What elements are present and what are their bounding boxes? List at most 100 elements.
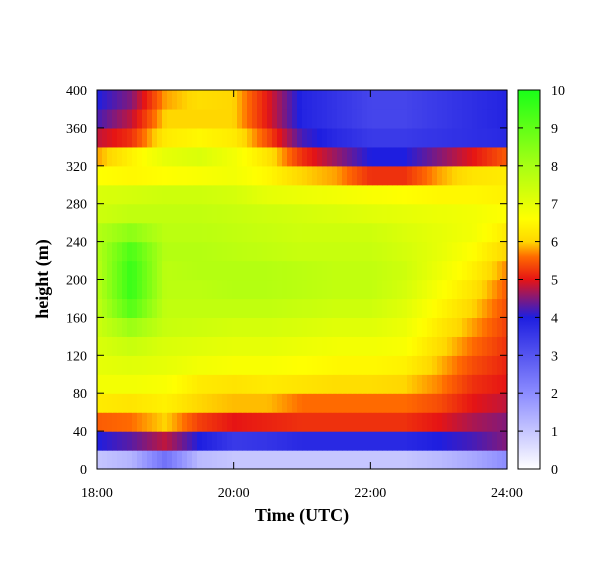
heatmap-cell	[502, 336, 508, 356]
heatmap-cell	[277, 222, 283, 243]
heatmap-cell	[462, 146, 468, 167]
heatmap-cell	[272, 260, 278, 281]
heatmap-cell	[407, 241, 413, 262]
heatmap-cell	[107, 279, 113, 300]
heatmap-cell	[312, 203, 318, 224]
heatmap-cell	[182, 127, 188, 148]
heatmap-cell	[302, 184, 308, 205]
heatmap-cell	[357, 279, 363, 300]
heatmap-cell	[207, 431, 213, 451]
heatmap-cell	[117, 127, 123, 148]
colorbar-tick-label: 3	[551, 349, 558, 364]
heatmap-cell	[187, 241, 193, 262]
heatmap-cell	[427, 222, 433, 243]
heatmap-cell	[412, 393, 418, 413]
heatmap-cell	[502, 260, 508, 281]
heatmap-cell	[277, 165, 283, 186]
heatmap-cell	[277, 450, 283, 470]
heatmap-cell	[382, 241, 388, 262]
heatmap-cell	[317, 298, 323, 318]
heatmap-cell	[357, 146, 363, 167]
heatmap-cell	[287, 393, 293, 413]
heatmap-cell	[207, 184, 213, 205]
heatmap-cell	[297, 260, 303, 281]
heatmap-cell	[172, 146, 178, 167]
heatmap-cell	[392, 393, 398, 413]
heatmap-cell	[297, 108, 303, 129]
heatmap-cell	[457, 108, 463, 129]
heatmap-cell	[367, 412, 373, 432]
heatmap-cell	[337, 412, 343, 432]
heatmap-cell	[217, 336, 223, 356]
heatmap-cell	[217, 374, 223, 394]
heatmap-cell	[267, 374, 273, 394]
heatmap-cell	[342, 393, 348, 413]
heatmap-cell	[262, 260, 268, 281]
heatmap-cell	[377, 108, 383, 129]
heatmap-cell	[412, 90, 418, 110]
heatmap-cell	[262, 222, 268, 243]
heatmap-cell	[362, 298, 368, 318]
heatmap-cell	[152, 355, 158, 375]
heatmap-cell	[262, 450, 268, 470]
heatmap-cell	[122, 90, 128, 110]
heatmap-cell	[452, 393, 458, 413]
heatmap-cell	[262, 355, 268, 375]
heatmap-cell	[147, 203, 153, 224]
heatmap-cell	[252, 184, 258, 205]
heatmap-cell	[97, 374, 103, 394]
heatmap-cell	[127, 336, 133, 356]
heatmap-cell	[432, 241, 438, 262]
heatmap-cell	[157, 108, 163, 129]
heatmap-cell	[402, 317, 408, 337]
heatmap-cell	[187, 450, 193, 470]
heatmap-cell	[352, 450, 358, 470]
heatmap-cell	[302, 317, 308, 337]
heatmap-cell	[337, 317, 343, 337]
heatmap-cell	[127, 241, 133, 262]
heatmap-cell	[372, 184, 378, 205]
heatmap-cell	[322, 165, 328, 186]
heatmap-cell	[287, 317, 293, 337]
heatmap-cell	[472, 165, 478, 186]
heatmap-cell	[492, 431, 498, 451]
heatmap-cell	[107, 127, 113, 148]
x-tick-label: 22:00	[354, 486, 386, 501]
heatmap-cell	[272, 317, 278, 337]
heatmap-cell	[372, 412, 378, 432]
heatmap-cell	[407, 450, 413, 470]
heatmap-cell	[192, 203, 198, 224]
heatmap-cell	[102, 90, 108, 110]
heatmap-cell	[497, 127, 503, 148]
heatmap-cell	[352, 90, 358, 110]
heatmap-cell	[187, 222, 193, 243]
heatmap-cell	[237, 336, 243, 356]
heatmap-cell	[132, 90, 138, 110]
heatmap-cell	[107, 355, 113, 375]
heatmap-cell	[467, 279, 473, 300]
heatmap-cell	[477, 146, 483, 167]
heatmap-cell	[177, 184, 183, 205]
heatmap-cell	[457, 279, 463, 300]
heatmap-cell	[417, 412, 423, 432]
colorbar-tick-label: 8	[551, 160, 558, 175]
heatmap-cell	[332, 279, 338, 300]
heatmap-cell	[482, 336, 488, 356]
heatmap-cell	[292, 146, 298, 167]
heatmap-cell	[417, 127, 423, 148]
heatmap-cell	[427, 355, 433, 375]
heatmap-cell	[447, 165, 453, 186]
heatmap-cell	[152, 450, 158, 470]
heatmap-cell	[282, 241, 288, 262]
heatmap-cell	[232, 108, 238, 129]
heatmap-cell	[252, 108, 258, 129]
heatmap-cell	[272, 146, 278, 167]
heatmap-cell	[322, 184, 328, 205]
heatmap-cell	[142, 355, 148, 375]
heatmap-cell	[332, 165, 338, 186]
heatmap-cell	[237, 298, 243, 318]
heatmap-cell	[252, 355, 258, 375]
heatmap-cell	[237, 355, 243, 375]
heatmap-cell	[112, 374, 118, 394]
